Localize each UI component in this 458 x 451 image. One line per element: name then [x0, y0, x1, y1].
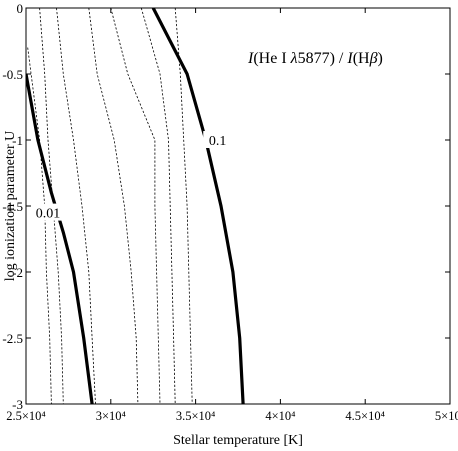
annotation-part: (He I	[253, 50, 290, 67]
contour-line-solid-7	[26, 73, 94, 404]
chart-annotation: I(He I λ5877) / I(Hβ)	[247, 50, 383, 67]
contour-labels: 0.01 0.1	[29, 131, 233, 222]
annotation-part: β	[369, 50, 378, 67]
contour-line-dashed-3	[88, 8, 139, 404]
annotation-part: 5877) /	[298, 50, 348, 67]
annotation-part: )	[378, 50, 383, 67]
x-tick-label: 2.5×10⁴	[6, 409, 46, 423]
annotation-part: I	[247, 50, 254, 67]
y-tick-label: -0.5	[2, 67, 23, 82]
y-tick-label: -3	[12, 397, 23, 412]
x-tick-label: 3×10⁴	[96, 409, 126, 423]
x-axis-label: Stellar temperature [K]	[173, 433, 303, 448]
x-tick-label: 5×10⁴	[435, 409, 458, 423]
y-tick-label: -2	[12, 265, 23, 280]
contour-line-dashed-2	[56, 8, 96, 404]
contour-line-dashed-5	[140, 8, 176, 404]
annotation-part: λ	[290, 50, 298, 67]
contour-label: 0.1	[209, 134, 227, 149]
y-tick-label: 0	[17, 1, 24, 16]
y-tick-label: -2.5	[2, 331, 23, 346]
annotation-part: I	[346, 50, 353, 67]
contour-label-background	[29, 203, 67, 221]
y-axis-label: log ionization parameter U	[3, 131, 18, 281]
axis-ticks: 2.5×10⁴ 3×10⁴ 3.5×10⁴ 4×10⁴ 4.5×10⁴ 5×10⁴ 0 -0.…	[2, 1, 458, 423]
x-tick-label: 3.5×10⁴	[176, 409, 216, 423]
contour-label: 0.01	[36, 207, 61, 222]
y-tick-label: -1.5	[2, 199, 23, 214]
contour-label-background	[203, 131, 233, 148]
contour-lines	[26, 8, 245, 404]
contour-line-solid-8	[151, 8, 245, 404]
x-tick-label: 4×10⁴	[265, 409, 295, 423]
x-tick-label: 4.5×10⁴	[345, 409, 385, 423]
contour-line-dashed-6	[174, 8, 193, 404]
contour-line-dashed-4	[110, 8, 161, 404]
annotation-part: (H	[353, 50, 370, 67]
y-tick-label: -1	[12, 133, 23, 148]
contour-line-dashed-1	[39, 8, 64, 404]
